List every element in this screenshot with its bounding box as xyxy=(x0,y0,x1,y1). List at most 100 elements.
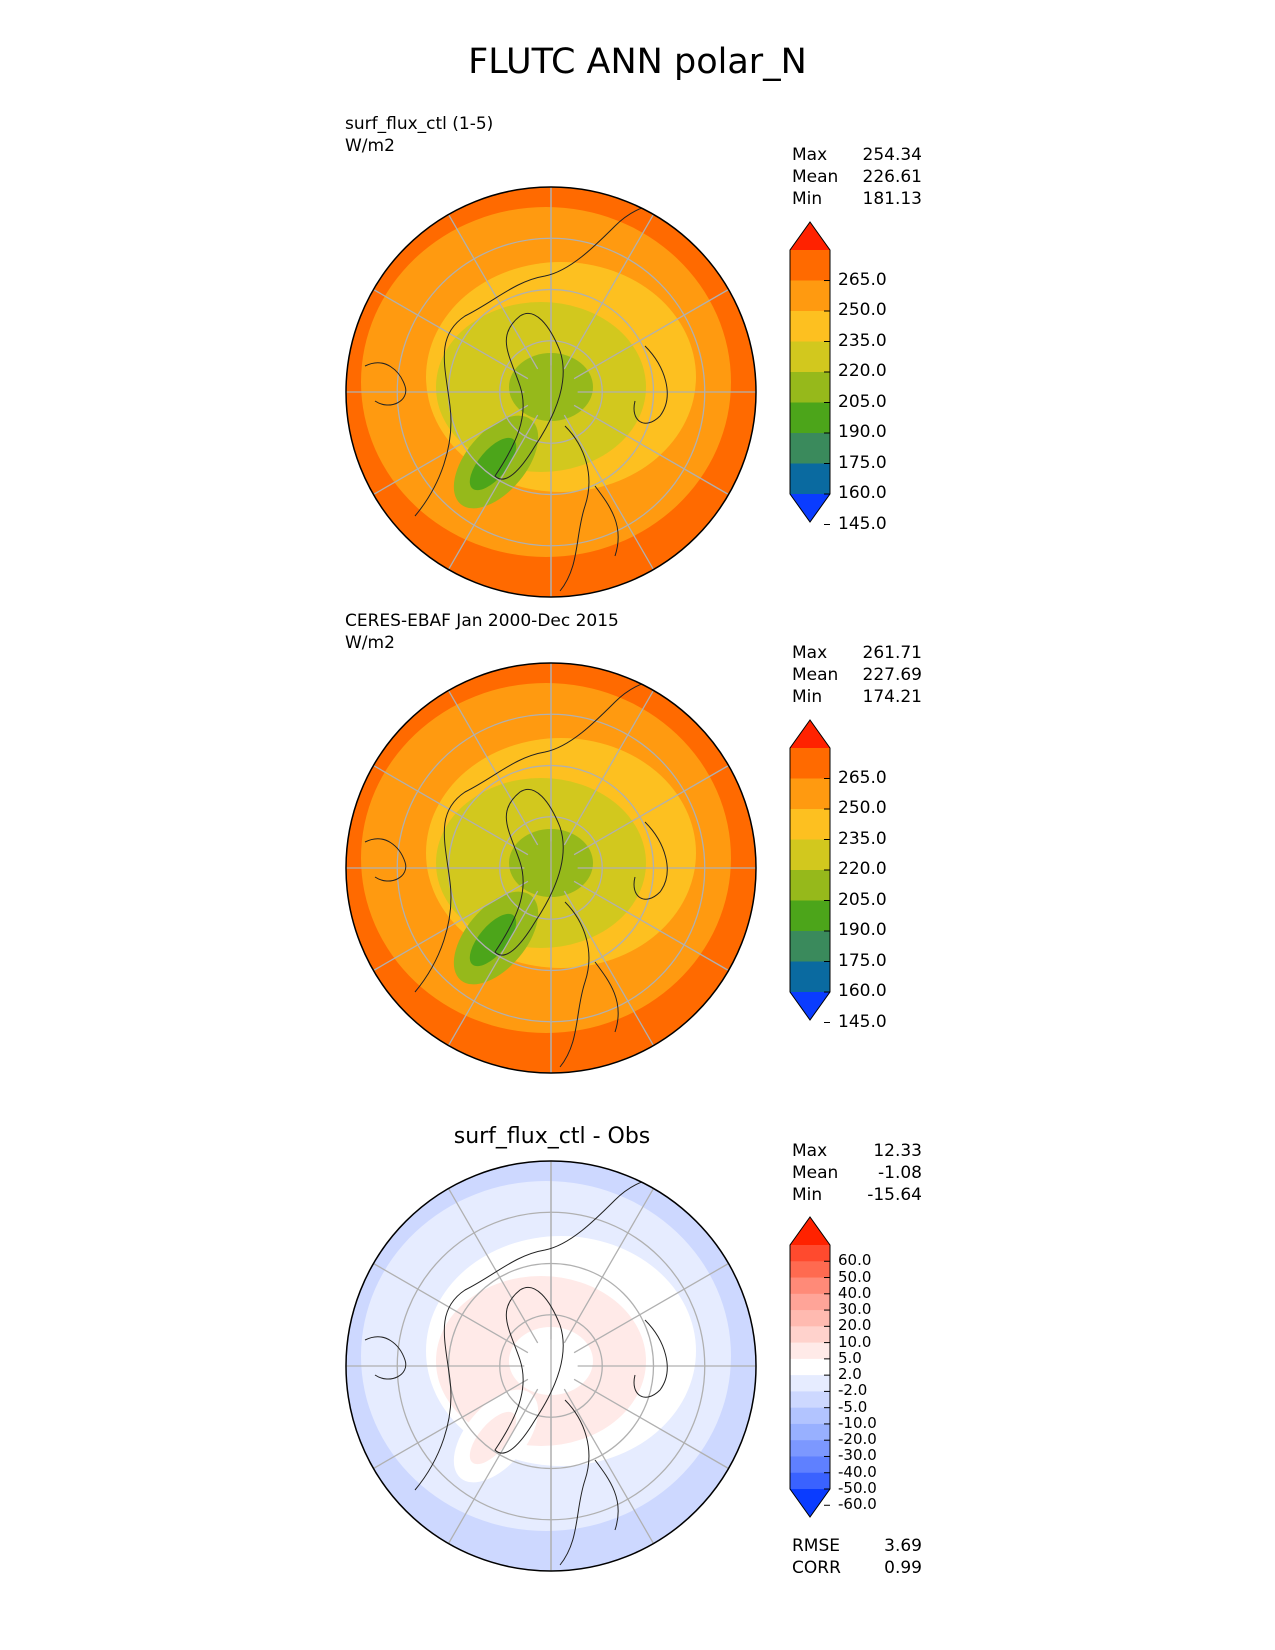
colorbar-segment xyxy=(790,1472,830,1490)
colorbar-tick-label: 40.0 xyxy=(838,1283,872,1302)
colorbar-segment xyxy=(790,809,830,840)
colorbar-segment xyxy=(790,870,830,901)
colorbar-tick-label: 205.0 xyxy=(838,889,887,910)
meridian-line xyxy=(573,880,729,972)
panel2-polar-map xyxy=(345,662,757,1074)
meridian-line xyxy=(563,1188,655,1344)
coastline-eurasia xyxy=(414,1177,656,1491)
panel1-colorbar xyxy=(789,221,831,525)
colorbar-segment xyxy=(790,311,830,342)
coastline-islands xyxy=(633,1319,668,1398)
panel3-colorbar xyxy=(789,1216,831,1518)
meridian-line xyxy=(447,1388,539,1544)
colorbar-segment xyxy=(790,1293,830,1311)
panel2-colorbar xyxy=(789,719,831,1023)
panel1-stat-max: Max 254.34 xyxy=(792,145,922,165)
panel2-stats: Max 261.71 Mean 227.69 Min 174.21 xyxy=(792,642,922,708)
colorbar-segment xyxy=(790,931,830,962)
panel3-stat-min: Min -15.64 xyxy=(792,1185,922,1205)
meridian-line xyxy=(373,764,529,856)
colorbar-segment xyxy=(790,1456,830,1474)
panel2-stat-min: Min 174.21 xyxy=(792,687,922,707)
meridian-line xyxy=(563,414,655,570)
colorbar-segment xyxy=(790,961,830,993)
colorbar-segment xyxy=(790,839,830,871)
colorbar-extend-bottom xyxy=(790,494,830,522)
colorbar-segment xyxy=(790,1375,830,1392)
colorbar-tick-label: 250.0 xyxy=(838,300,887,320)
colorbar-tick-label: 145.0 xyxy=(838,513,887,534)
colorbar-segment xyxy=(790,1358,830,1376)
panel1-stats: Max 254.34 Mean 226.61 Min 181.13 xyxy=(792,144,922,210)
colorbar-tick-label: 50.0 xyxy=(838,1267,872,1286)
coastline-islands xyxy=(633,345,668,424)
meridian-line xyxy=(563,890,655,1046)
field-greenland-core xyxy=(469,437,517,491)
panel1-stat-mean: Mean 226.61 xyxy=(792,167,922,187)
colorbar-tick-label: 175.0 xyxy=(838,950,887,971)
colorbar-extend-top xyxy=(790,222,830,250)
meridian-line xyxy=(373,404,529,496)
coastlines xyxy=(364,203,668,592)
colorbar-segment xyxy=(790,433,830,464)
panel2-stat-max: Max 261.71 xyxy=(792,643,922,663)
panel2-stat-mean: Mean 227.69 xyxy=(792,665,922,685)
colorbar-segment xyxy=(790,1423,830,1441)
colorbar-tick-label: 160.0 xyxy=(838,981,887,1001)
colorbar-segment xyxy=(790,280,830,312)
colorbar-tick-label: 160.0 xyxy=(838,483,887,503)
meridian-line xyxy=(573,1262,729,1354)
colorbar-segment xyxy=(790,1407,830,1425)
panel3-stat-corr: CORR 0.99 xyxy=(792,1558,922,1578)
colorbar-tick-label: 30.0 xyxy=(838,1300,872,1319)
panel3-stat-rmse: RMSE 3.69 xyxy=(792,1536,922,1556)
map-boundary xyxy=(345,186,757,598)
colorbar-segment xyxy=(790,250,830,281)
colorbar-tick-label: 265.0 xyxy=(838,269,887,290)
colorbar-extend-top xyxy=(790,720,830,748)
coastline-north-america xyxy=(559,425,619,592)
colorbar-tick-label: 190.0 xyxy=(838,920,887,940)
colorbar-tick-label: 2.0 xyxy=(838,1365,862,1384)
coastline-north-america xyxy=(559,1399,619,1566)
map-field xyxy=(346,187,756,597)
panel1-case-name: surf_flux_ctl (1-5) xyxy=(345,114,494,134)
panel1-label: surf_flux_ctl (1-5) W/m2 xyxy=(345,113,493,157)
meridian-line xyxy=(573,1378,729,1470)
meridian-line xyxy=(573,288,729,380)
colorbar-segment xyxy=(790,900,830,932)
meridian-line xyxy=(563,1388,655,1544)
map-boundary xyxy=(345,662,757,1074)
meridian-line xyxy=(373,1262,529,1354)
meridian-line xyxy=(447,414,539,570)
colorbar-tick-label: 205.0 xyxy=(838,391,887,412)
coastline-north-america xyxy=(559,901,619,1068)
colorbar-segment xyxy=(790,1261,830,1279)
colorbar-tick-label: 235.0 xyxy=(838,828,887,849)
panel3-stat-max: Max 12.33 xyxy=(792,1141,922,1161)
colorbar-segment xyxy=(790,1342,830,1360)
coastline-greenland xyxy=(494,1287,564,1454)
colorbar-tick-label: -30.0 xyxy=(838,1446,877,1465)
coastline-islands xyxy=(633,821,668,900)
map-field xyxy=(346,1161,756,1571)
coastline-alaska xyxy=(364,362,407,406)
colorbar-extend-top xyxy=(790,1217,830,1245)
colorbar-tick-label: 20.0 xyxy=(838,1316,872,1335)
colorbar-tick-label: 220.0 xyxy=(838,361,887,381)
panel1-stat-min: Min 181.13 xyxy=(792,189,922,209)
meridian-line xyxy=(447,1188,539,1344)
colorbar-tick-label: -50.0 xyxy=(838,1479,877,1497)
meridian-line xyxy=(563,690,655,846)
meridian-line xyxy=(447,214,539,370)
colorbar-tick-label: 220.0 xyxy=(838,859,887,879)
colorbar-segment xyxy=(790,372,830,403)
colorbar-segment xyxy=(790,778,830,810)
meridian-line xyxy=(447,890,539,1046)
colorbar-tick-label: -60.0 xyxy=(838,1495,877,1514)
panel3-stats: Max 12.33 Mean -1.08 Min -15.64 xyxy=(792,1140,922,1206)
colorbar-segment xyxy=(790,1391,830,1409)
colorbar-tick-label: -10.0 xyxy=(838,1413,877,1432)
panel2-case-name: CERES-EBAF Jan 2000-Dec 2015 xyxy=(345,611,619,631)
coastline-greenland xyxy=(494,313,564,480)
